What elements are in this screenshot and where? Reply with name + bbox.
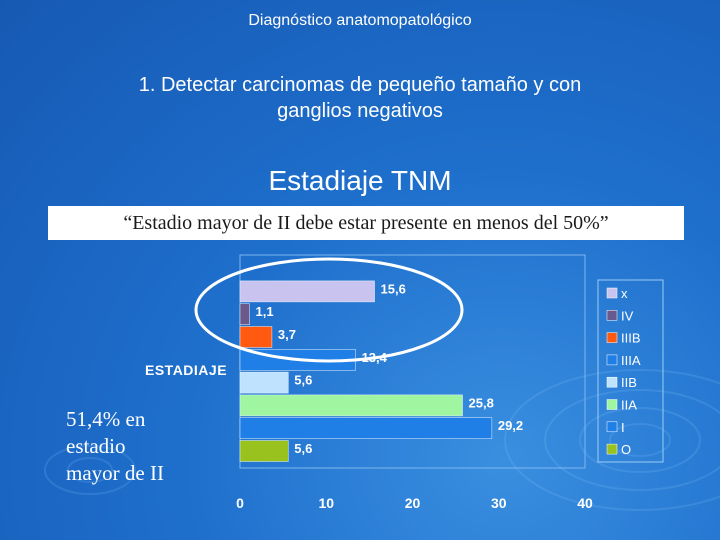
bar-i <box>239 417 493 439</box>
legend-box <box>597 279 664 463</box>
x-tick-label: 10 <box>318 495 334 511</box>
legend-label-iib: IIB <box>621 375 637 390</box>
data-label-i: 29,2 <box>498 418 523 433</box>
legend-swatch-iiia <box>606 354 618 366</box>
data-label-iib: 5,6 <box>294 373 312 388</box>
goal-line-1: 1. Detectar carcinomas de pequeño tamaño… <box>138 74 582 96</box>
goal-text: 1. Detectar carcinomas de pequeño tamaño… <box>0 72 720 124</box>
legend-label-iia: IIA <box>621 398 637 413</box>
legend-swatch-x <box>606 287 618 299</box>
x-tick-label: 30 <box>491 495 507 511</box>
bar-iiib <box>239 326 273 348</box>
data-label-iia: 25,8 <box>469 395 494 410</box>
legend-label-x: x <box>621 286 628 301</box>
stage-note: 51,4% en estadio mayor de II <box>66 406 216 487</box>
x-tick-label: 0 <box>236 495 244 511</box>
note-line-3: mayor de II <box>66 461 164 485</box>
section-title: Estadiaje TNM <box>268 165 452 196</box>
legend-label-i: I <box>621 420 625 435</box>
data-label-x: 15,6 <box>381 281 406 296</box>
x-tick-label: 20 <box>405 495 421 511</box>
legend-swatch-iia <box>606 399 618 410</box>
legend-swatch-iib <box>606 376 618 388</box>
legend-swatch-i <box>606 421 618 433</box>
data-label-o: 5,6 <box>294 441 312 456</box>
goal-line-2: ganglios negativos <box>277 100 443 122</box>
x-tick-label: 40 <box>577 495 593 511</box>
legend-label-iv: IV <box>621 308 634 323</box>
data-label-iv: 1,1 <box>255 304 273 319</box>
legend-swatch-iv <box>606 310 618 321</box>
bar-o <box>239 440 289 462</box>
bar-iib <box>239 371 289 394</box>
quote-box: “Estadio mayor de II debe estar presente… <box>48 206 684 240</box>
legend-swatch-iiib <box>606 332 618 343</box>
bar-x <box>239 280 375 303</box>
bar-iia <box>239 394 463 417</box>
data-label-iiib: 3,7 <box>278 327 296 342</box>
note-line-2: estadio <box>66 434 126 458</box>
legend-swatch-o <box>606 443 618 455</box>
legend-label-iiia: IIIA <box>621 353 641 368</box>
legend-label-iiib: IIIB <box>621 331 641 346</box>
legend-label-o: O <box>621 442 631 457</box>
bar-iv <box>239 303 250 325</box>
slide-header: Diagnóstico anatomopatológico <box>248 12 472 29</box>
note-line-1: 51,4% en <box>66 407 146 431</box>
highlight-ellipse <box>194 257 464 363</box>
y-axis-label: ESTADIAJE <box>145 362 228 378</box>
